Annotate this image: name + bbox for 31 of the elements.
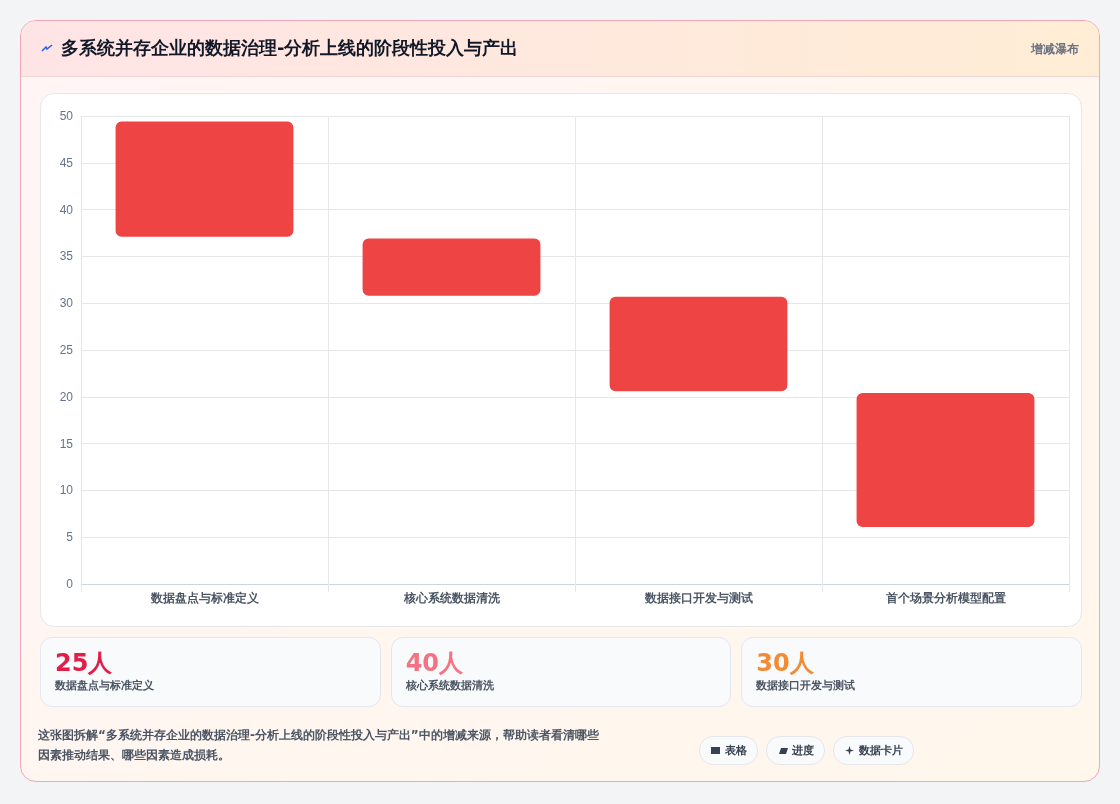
text: 这张图拆解“多系统并存企业的数据治理-分析上线的阶段性投入与产出”中的增减来源，帮助读者看清哪些因素推动结果、哪些因素造成损耗。	[38, 727, 600, 764]
text: 核心系统数据清洗	[405, 678, 495, 693]
y-tick-label: 45	[59, 155, 74, 170]
text: 数据盘点与标准定义	[55, 678, 155, 693]
y-tick-label: 0	[66, 577, 74, 591]
text: 40人	[405, 648, 465, 678]
y-tick-label: 20	[59, 389, 74, 404]
bar	[362, 238, 541, 296]
x-tick-label: 数据盘点与标准定义	[149, 591, 260, 605]
chart-subtitle: 增减瀑布	[1031, 41, 1079, 58]
y-tick-label: 40	[59, 202, 74, 217]
x-tick-label: 核心系统数据清洗	[402, 591, 501, 605]
y-tick-label: 5	[66, 530, 74, 545]
bar	[609, 296, 788, 392]
y-tick-label: 30	[59, 296, 74, 311]
y-tick-label: 10	[59, 483, 74, 498]
y-tick-label: 15	[59, 436, 74, 451]
chart-title: 多系统并存企业的数据治理-分析上线的阶段性投入与产出	[61, 36, 519, 60]
y-tick-label: 50	[59, 109, 74, 123]
text: 进度	[792, 743, 814, 758]
text: 30人	[756, 648, 815, 678]
text: 数据接口开发与测试	[756, 678, 857, 693]
y-tick-label: 35	[59, 249, 74, 264]
x-tick-label: 数据接口开发与测试	[643, 591, 753, 605]
bar	[115, 121, 294, 237]
bar	[856, 393, 1035, 527]
text: 数据卡片	[859, 743, 903, 758]
text: 25人	[55, 648, 114, 678]
y-tick-label: 25	[59, 343, 74, 357]
x-tick-label: 首个场景分析模型配置	[884, 591, 1006, 605]
text: 表格	[725, 743, 747, 758]
